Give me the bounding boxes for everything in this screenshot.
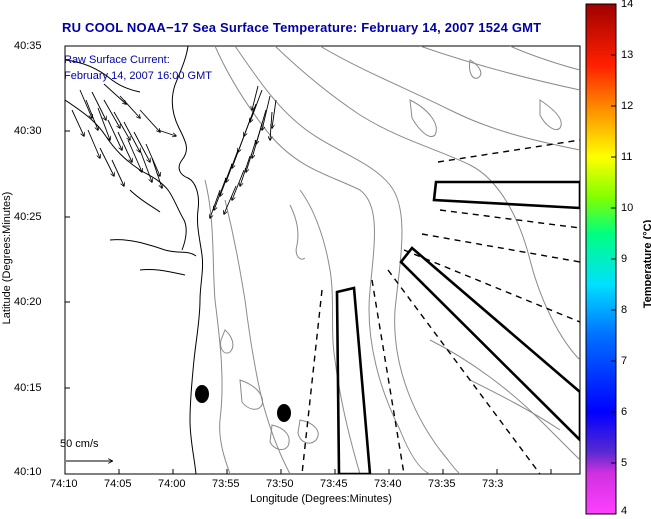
- buoy-marker-2: [277, 404, 291, 422]
- x-tick-label: 74:10: [50, 478, 78, 490]
- annotation-line-2: February 14, 2007 16:00 GMT: [64, 70, 212, 82]
- x-tick-label: 73:40: [374, 478, 402, 490]
- colorbar-tick-label: 4: [621, 505, 628, 517]
- colorbar-label: Temperature (°C): [642, 219, 651, 309]
- figure-title: RU COOL NOAA−17 Sea Surface Temperature:…: [62, 20, 542, 35]
- exclusion-zone-2: [399, 246, 580, 442]
- dashed-radials: [301, 139, 580, 474]
- exclusion-zone-3: [335, 286, 372, 474]
- colorbar-tick-label: 13: [621, 49, 634, 61]
- current-vectors: [71, 83, 277, 218]
- colorbar-tick-label: 14: [621, 0, 634, 10]
- colorbar-tick-label: 7: [621, 355, 628, 367]
- annotation-line-1: Raw Surface Current:: [64, 54, 170, 66]
- colorbar-tick-label: 11: [621, 151, 633, 163]
- scale-label: 50 cm/s: [60, 438, 99, 450]
- exclusion-zones: [335, 180, 580, 474]
- colorbar-tick-label: 6: [621, 406, 628, 418]
- y-axis-label: Latitude (Degrees:Minutes): [1, 191, 13, 325]
- y-tick-marks: [65, 45, 70, 475]
- x-axis-label: Longitude (Degrees:Minutes): [250, 493, 392, 505]
- colorbar-ticks: [611, 3, 616, 515]
- y-tick-label: 40:10: [14, 466, 42, 478]
- x-tick-label: 73:3: [482, 478, 504, 490]
- x-tick-label: 74:00: [158, 478, 186, 490]
- colorbar-tick-label: 10: [621, 202, 634, 214]
- x-tick-label: 73:50: [266, 478, 294, 490]
- y-tick-label: 40:15: [14, 382, 42, 394]
- exclusion-zone-1: [432, 180, 580, 210]
- x-tick-label: 73:35: [428, 478, 456, 490]
- y-tick-label: 40:30: [14, 125, 42, 137]
- colorbar-tick-label: 5: [621, 457, 628, 469]
- buoy-marker-1: [195, 385, 209, 403]
- x-tick-label: 73:55: [212, 478, 240, 490]
- colorbar-tick-label: 8: [621, 304, 628, 316]
- x-tick-marks: [64, 469, 552, 474]
- coastline: [65, 46, 204, 474]
- y-tick-label: 40:20: [14, 296, 42, 308]
- x-tick-label: 73:45: [320, 478, 348, 490]
- colorbar-tick-label: 9: [621, 253, 628, 265]
- y-tick-label: 40:25: [14, 211, 42, 223]
- y-tick-label: 40:35: [14, 40, 42, 52]
- plot-frame: [64, 45, 581, 475]
- x-tick-label: 74:05: [104, 478, 132, 490]
- colorbar-tick-label: 12: [621, 100, 634, 112]
